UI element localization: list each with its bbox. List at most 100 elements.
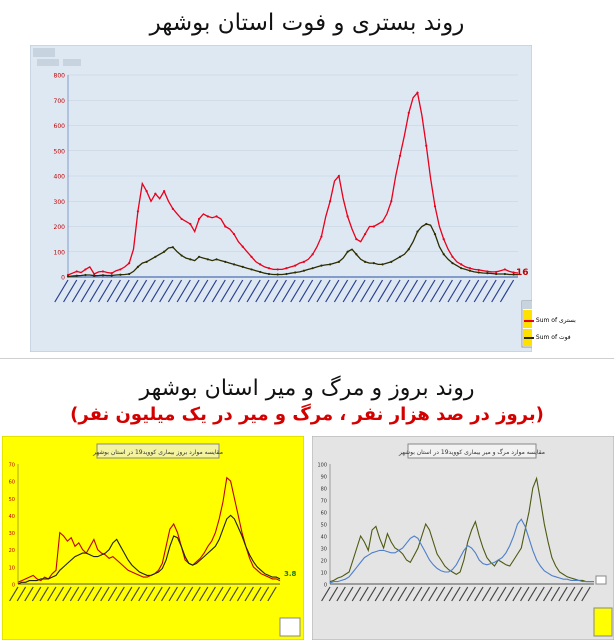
x-tick-mark [466,586,476,602]
series-line [67,223,519,278]
x-tick-mark [236,586,247,602]
x-tick-mark [221,586,232,602]
x-tick-mark [397,586,408,602]
x-axis-ticks [9,586,277,602]
x-tick-mark [183,586,194,602]
legend-box [279,617,301,637]
data-point [84,273,87,277]
separator [0,358,614,359]
data-point [329,200,332,203]
data-point [75,274,78,277]
data-point [66,273,70,277]
x-tick-mark [62,586,72,602]
series-lines [329,476,594,584]
legend-box [593,607,613,637]
hospitalization-death-chart: 0 100 200 300 400 500 600 700 800 16 [30,45,532,352]
data-point [84,268,87,271]
x-axis-ticks [54,279,515,303]
x-tick-mark [336,586,346,602]
y-tick-label: 50 [9,497,15,503]
data-point [512,273,515,276]
legend-swatch [524,336,534,339]
x-tick-mark [130,586,141,602]
data-point [460,263,463,266]
bottom-subtitle: (بروز در صد هزار نفر ، مرگ و میر در یک م… [70,404,544,425]
x-tick-mark [443,586,453,602]
x-tick-mark [9,586,19,602]
x-tick-mark [438,279,453,303]
incidence-chart: مقایسه موارد بروز بیماری کووید19 در استا… [2,436,304,640]
x-tick-mark [229,279,244,303]
x-tick-mark [351,586,362,602]
y-tick-label: 0 [12,583,15,589]
data-point [398,255,402,258]
x-tick-mark [77,586,87,602]
x-tick-mark [333,279,349,303]
legend-item-death: Sum of فوت [524,329,578,346]
x-tick-mark [115,586,125,602]
y-axis-ticks: 0 10 20 30 40 50 60 70 80 90 100 [317,463,594,589]
x-tick-mark [581,586,591,602]
x-tick-mark [191,586,201,602]
legend-item-bg [523,310,532,328]
x-tick-mark [403,279,419,303]
right-value-label: 3.8 [284,570,297,578]
chart-title: مقایسه موارد مرگ و میر بیماری کووید19 در… [398,447,545,456]
data-point [355,253,358,256]
x-tick-mark [63,279,78,303]
x-tick-mark [298,279,314,303]
y-tick-label: 90 [321,475,327,481]
x-tick-mark [491,279,506,303]
data-point [311,267,314,270]
x-tick-mark [456,279,471,303]
data-point [128,272,131,276]
x-tick-mark [255,279,270,303]
x-tick-mark [16,586,27,602]
x-tick-mark [24,586,34,602]
x-tick-mark [512,586,522,602]
y-tick-label: 60 [321,511,327,517]
data-point [197,255,201,258]
y-tick-label: 700 [54,98,66,105]
x-tick-mark [428,586,438,602]
data-point [398,154,402,157]
data-point [180,217,183,221]
data-point [346,215,349,218]
data-point [390,260,393,263]
data-point [145,190,148,193]
data-point [468,267,472,270]
series-line [17,476,281,583]
legend-item-hospitalized: Sum of بستری [524,312,578,329]
data-point [355,238,358,241]
data-point [433,205,437,208]
x-tick-mark [194,279,209,303]
x-tick-mark [246,279,261,303]
series-lines [17,476,281,585]
data-point [128,262,131,265]
data-point [294,264,297,267]
x-tick-mark [412,586,423,602]
x-tick-mark [267,586,277,602]
x-tick-mark [325,279,340,303]
data-point [110,272,113,275]
x-tick-mark [328,586,339,602]
data-point [425,144,428,147]
data-point [119,273,122,276]
x-tick-mark [272,279,287,303]
data-point [416,91,419,94]
y-axis-ticks: 0 10 20 30 40 50 60 70 [9,463,280,589]
x-tick-mark [167,279,183,303]
data-point [93,272,96,276]
data-point [381,263,384,266]
data-point [75,270,78,273]
y-tick-label: 70 [321,499,327,505]
y-tick-label: 20 [321,559,327,565]
data-point [163,190,166,193]
x-tick-mark [412,279,427,303]
data-point [329,263,332,266]
data-point [460,267,463,270]
series-line [67,91,519,276]
data-point [486,272,489,275]
data-point [302,260,306,263]
x-tick-mark [69,586,80,602]
